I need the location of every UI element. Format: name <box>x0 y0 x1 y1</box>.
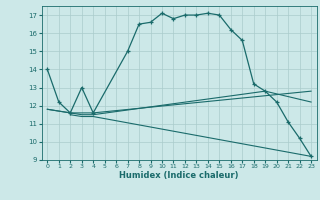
X-axis label: Humidex (Indice chaleur): Humidex (Indice chaleur) <box>119 171 239 180</box>
